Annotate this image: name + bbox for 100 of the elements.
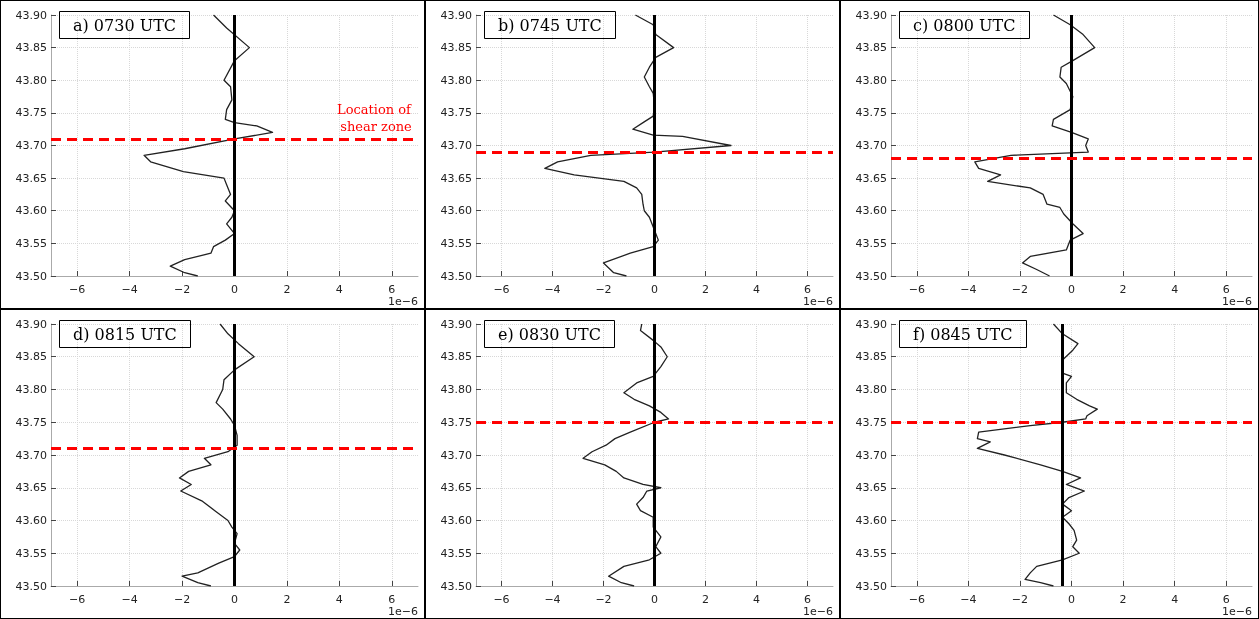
x-tick-label: −6: [908, 593, 925, 606]
x-tick-label: −2: [1011, 593, 1029, 606]
line-series: [974, 14, 1096, 277]
y-tick-label: 43.60: [15, 514, 47, 527]
chart-title: a) 0730 UTC: [73, 15, 177, 35]
x-tick-label: −2: [173, 593, 191, 606]
x-tick-label: 4: [753, 593, 760, 606]
y-tick-label: 43.60: [15, 204, 47, 218]
x-tick-label: 2: [283, 283, 291, 296]
x-tick-label: −4: [960, 283, 977, 296]
x-tick-label: 4: [335, 283, 343, 296]
y-tick-label: 43.65: [855, 481, 887, 495]
x-tick-label: 4: [1171, 283, 1179, 296]
x-axis-title: 1e−6: [803, 605, 833, 618]
x-tick-label: 6: [1222, 593, 1230, 606]
line-series: [178, 323, 255, 587]
x-tick-label: −6: [493, 593, 510, 606]
chart-title: c) 0800 UTC: [913, 15, 1016, 35]
y-tick-label: 43.90: [440, 8, 472, 22]
y-tick-label: 43.70: [855, 448, 887, 462]
y-tick-label: 43.50: [855, 579, 887, 593]
x-tick-label: 2: [702, 283, 709, 296]
x-tick-label: 6: [388, 593, 396, 606]
x-tick-label: 0: [651, 283, 658, 296]
y-tick-label: 43.90: [15, 317, 47, 331]
y-tick-label: 43.70: [855, 139, 887, 152]
x-tick-label: 2: [1119, 283, 1127, 296]
y-tick-label: 43.85: [440, 350, 472, 364]
x-tick-label: −6: [69, 593, 86, 606]
x-tick-label: 6: [1222, 283, 1230, 296]
y-tick-label: 43.90: [855, 317, 887, 331]
y-tick-label: 43.80: [15, 383, 47, 396]
chart-title: b) 0745 UTC: [498, 15, 602, 35]
x-tick-label: −2: [173, 283, 191, 296]
y-tick-label: 43.55: [855, 236, 887, 250]
y-tick-label: 43.70: [440, 139, 472, 152]
x-tick-label: 2: [702, 593, 709, 606]
x-tick-label: 6: [804, 283, 811, 296]
chart-title: e) 0830 UTC: [498, 324, 601, 344]
y-tick-label: 43.75: [15, 415, 47, 429]
y-tick-label: 43.55: [440, 236, 472, 250]
y-tick-label: 43.85: [855, 41, 887, 55]
y-tick-label: 43.50: [15, 579, 47, 593]
y-tick-label: 43.50: [440, 579, 472, 593]
x-tick-label: 4: [753, 283, 760, 296]
y-tick-label: 43.55: [440, 546, 472, 560]
y-tick-label: 43.65: [15, 481, 47, 495]
y-tick-label: 43.80: [440, 73, 472, 87]
y-tick-label: 43.80: [855, 383, 887, 396]
y-tick-label: 43.60: [440, 514, 472, 527]
x-tick-label: 0: [651, 593, 658, 606]
x-axis-title: 1e−6: [1222, 295, 1252, 308]
x-axis-title: 1e−6: [388, 605, 418, 618]
ref-line-label: Location of shear zone: [337, 101, 415, 134]
y-tick-label: 43.85: [15, 41, 47, 55]
y-tick-label: 43.55: [15, 236, 47, 250]
y-tick-label: 43.75: [440, 415, 472, 429]
y-tick-label: 43.75: [855, 415, 887, 429]
x-tick-label: 2: [1119, 593, 1127, 606]
x-tick-label: 0: [1068, 593, 1075, 606]
x-tick-label: 0: [231, 283, 238, 296]
x-axis-title: 1e−6: [803, 295, 833, 308]
x-tick-label: −6: [69, 283, 86, 296]
y-tick-label: 43.50: [440, 269, 472, 283]
line-series: [976, 323, 1098, 587]
y-tick-label: 43.65: [15, 171, 47, 185]
y-tick-label: 43.85: [855, 350, 887, 364]
x-tick-label: −2: [1011, 283, 1029, 296]
y-tick-label: 43.60: [855, 514, 887, 527]
y-tick-label: 43.80: [440, 383, 472, 396]
x-tick-label: 6: [804, 593, 811, 606]
y-tick-label: 43.65: [440, 481, 472, 495]
chart-title: d) 0815 UTC: [73, 324, 177, 344]
y-tick-label: 43.70: [15, 139, 47, 152]
y-tick-label: 43.60: [855, 204, 887, 218]
chart-title: f) 0845 UTC: [913, 324, 1013, 344]
x-tick-label: −2: [595, 593, 612, 606]
y-tick-label: 43.65: [440, 171, 472, 185]
y-tick-label: 43.50: [15, 269, 47, 283]
y-tick-label: 43.90: [15, 8, 47, 22]
y-tick-label: 43.75: [15, 106, 47, 120]
x-tick-label: −4: [960, 593, 977, 606]
x-tick-label: 4: [1171, 593, 1179, 606]
y-tick-label: 43.65: [855, 171, 887, 185]
x-tick-label: 0: [231, 593, 238, 606]
x-tick-label: 4: [335, 593, 343, 606]
y-tick-label: 43.85: [440, 41, 472, 55]
x-tick-label: −4: [121, 283, 138, 296]
x-tick-label: 2: [283, 593, 291, 606]
y-tick-label: 43.80: [855, 73, 887, 87]
y-tick-label: 43.50: [855, 269, 887, 283]
y-tick-label: 43.90: [440, 317, 472, 331]
y-tick-label: 43.55: [855, 546, 887, 560]
x-tick-label: −4: [121, 593, 138, 606]
y-tick-label: 43.90: [855, 8, 887, 22]
x-tick-label: −6: [908, 283, 925, 296]
y-tick-label: 43.60: [440, 204, 472, 218]
y-tick-label: 43.80: [15, 73, 47, 87]
x-axis-title: 1e−6: [1222, 605, 1252, 618]
x-tick-label: −2: [595, 283, 612, 296]
